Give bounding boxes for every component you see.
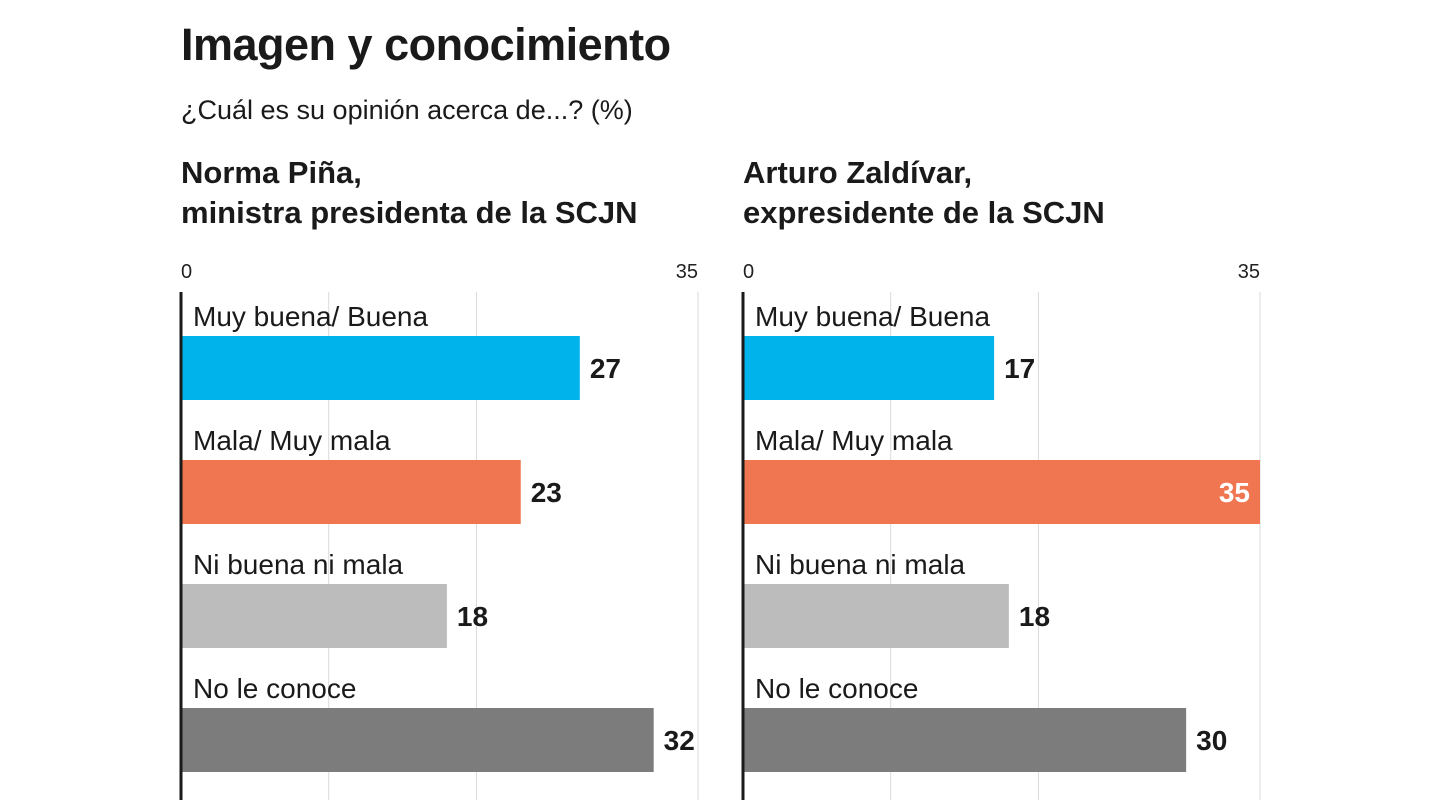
chart-arturo-zaldivar: Arturo Zaldívar, expresidente de la SCJN 0… (741, 155, 1261, 800)
category-label: Muy buena/ Buena (755, 301, 990, 332)
panel-title-line: expresidente de la SCJN (743, 195, 1105, 230)
bar (743, 584, 1009, 648)
category-label: No le conoce (755, 673, 918, 704)
x-tick-label: 35 (676, 261, 698, 283)
bar (743, 336, 995, 400)
value-label: 32 (664, 725, 695, 756)
bar (181, 336, 580, 400)
category-label: Muy buena/ Buena (193, 301, 428, 332)
page-subtitle: ¿Cuál es su opinión acerca de...? (%) (181, 95, 633, 125)
category-label: Ni buena ni mala (755, 549, 966, 580)
x-tick-label: 35 (1238, 261, 1260, 283)
x-tick-label: 0 (743, 261, 754, 283)
value-label: 30 (1196, 725, 1227, 756)
value-label: 35 (1219, 477, 1250, 508)
value-label: 18 (457, 601, 488, 632)
bar (181, 708, 654, 772)
panel-title-line: ministra presidenta de la SCJN (181, 195, 638, 230)
value-label: 27 (590, 353, 621, 384)
bar (743, 460, 1260, 524)
bar (743, 708, 1187, 772)
bar (181, 460, 521, 524)
x-tick-label: 0 (181, 261, 192, 283)
category-label: Mala/ Muy mala (193, 425, 391, 456)
category-label: No le conoce (193, 673, 356, 704)
value-label: 18 (1019, 601, 1050, 632)
value-label: 23 (531, 477, 562, 508)
bar (181, 584, 447, 648)
panel-title-line: Norma Piña, (181, 155, 362, 190)
panel-title-line: Arturo Zaldívar, (743, 155, 972, 190)
value-label: 17 (1004, 353, 1035, 384)
category-label: Ni buena ni mala (193, 549, 404, 580)
chart-norma-pina: Norma Piña, ministra presidenta de la SCJ… (179, 155, 699, 800)
category-label: Mala/ Muy mala (755, 425, 953, 456)
page-title: Imagen y conocimiento (181, 19, 671, 70)
